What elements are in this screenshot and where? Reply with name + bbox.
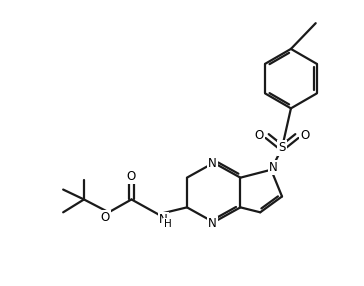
Text: O: O [127, 170, 136, 183]
Text: O: O [300, 129, 309, 142]
Text: O: O [254, 129, 264, 142]
Text: S: S [278, 142, 286, 154]
Text: N: N [208, 217, 217, 230]
Text: N: N [159, 213, 167, 226]
Text: N: N [269, 161, 277, 174]
Text: O: O [100, 211, 110, 224]
Text: H: H [164, 219, 172, 229]
Text: N: N [208, 157, 217, 170]
